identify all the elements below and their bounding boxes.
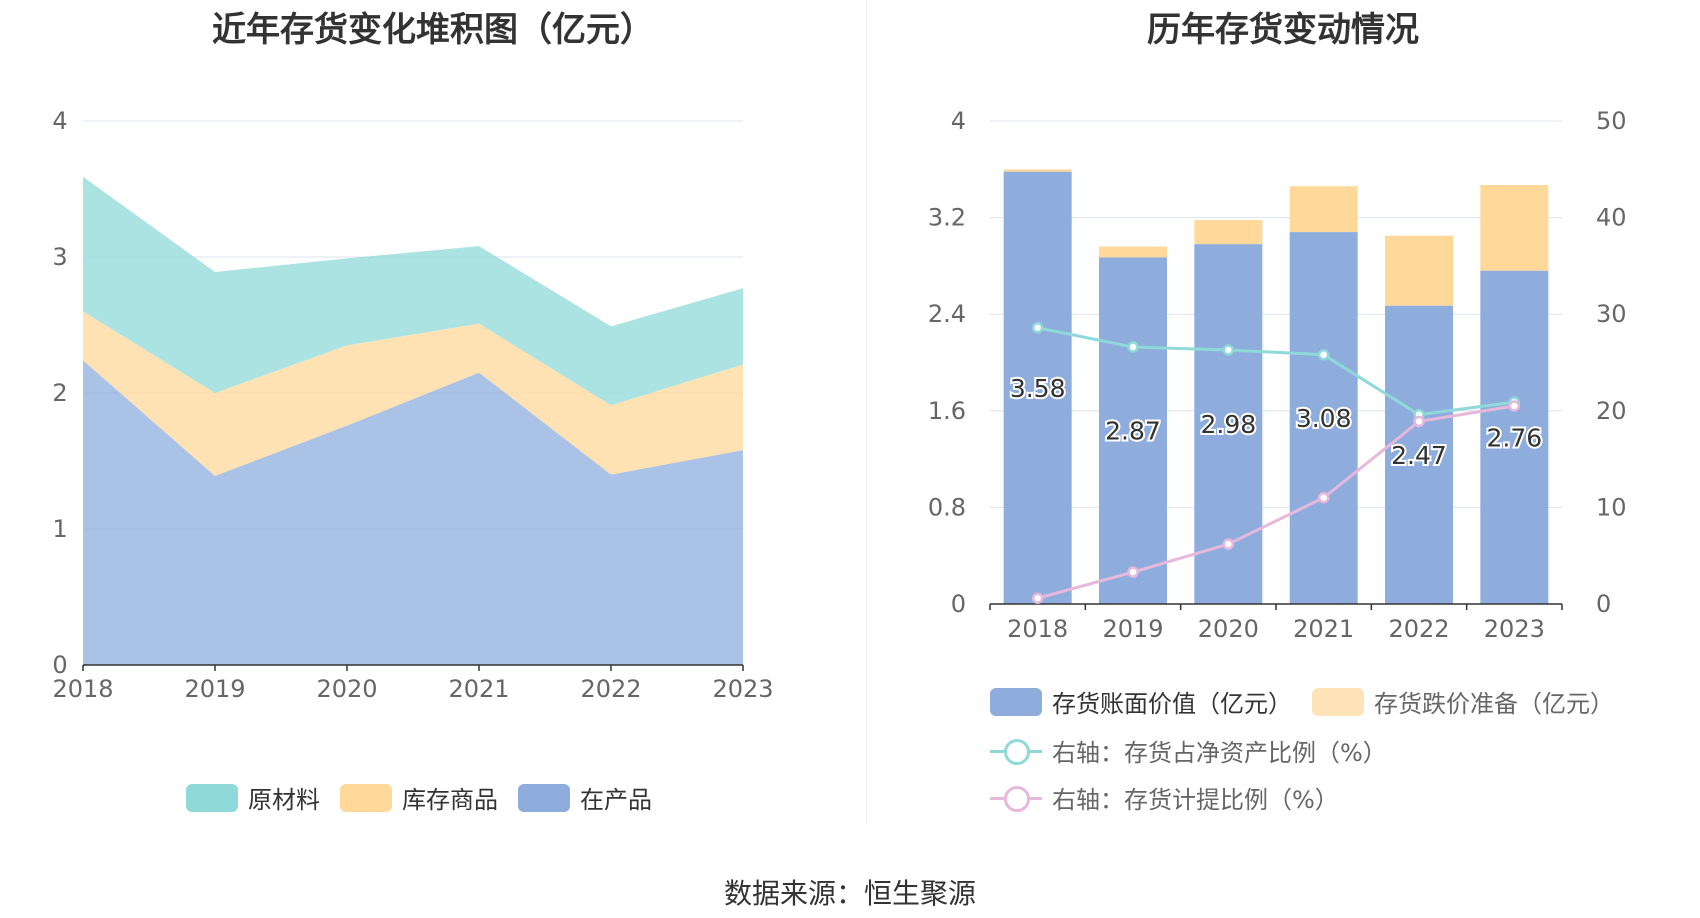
y2-tick-label: 10 (1596, 493, 1627, 521)
legend-item-raw-material[interactable]: 原材料 (186, 780, 320, 815)
right-chart-title: 历年存货变动情况 (1147, 10, 1419, 50)
y-tick-label: 3.2 (928, 204, 966, 232)
legend-label: 右轴：存货占净资产比例（%） (1052, 739, 1387, 767)
y2-tick-label: 30 (1596, 300, 1627, 328)
x-tick-label: 2023 (712, 675, 773, 703)
bar-impairment (1480, 184, 1549, 271)
legend-label: 存货跌价准备（亿元） (1374, 690, 1614, 718)
y-tick-label: 3 (52, 243, 67, 271)
x-tick-label: 2020 (316, 675, 377, 703)
legend-line-swatch (990, 737, 1042, 765)
y-tick-label: 0.8 (928, 493, 966, 521)
legend-item-work-in-progress[interactable]: 在产品 (518, 780, 652, 815)
line-series (1037, 404, 1515, 600)
bar-book-value (1099, 257, 1167, 604)
line-point (1222, 344, 1235, 356)
bar-value-label: 2.87 (1105, 417, 1161, 446)
line-series (1037, 326, 1515, 417)
bar-impairment (1289, 186, 1358, 233)
y2-tick-label: 50 (1596, 107, 1627, 135)
y-tick-label: 4 (951, 107, 966, 135)
bar-impairment (1385, 235, 1453, 306)
legend-item-finished-goods[interactable]: 库存商品 (340, 780, 498, 815)
bar-impairment (1099, 246, 1167, 258)
x-tick-label: 2018 (52, 675, 113, 703)
legend-item-book-value[interactable]: 存货账面价值（亿元） (990, 684, 1292, 719)
bar-book-value (1385, 305, 1453, 604)
data-source: 数据来源：恒生聚源 (723, 877, 976, 910)
line-point (1413, 415, 1425, 428)
y-tick-label: 0 (951, 590, 966, 618)
legend-label: 在产品 (580, 786, 652, 814)
right-legend-row-1: 存货账面价值（亿元） 存货跌价准备（亿元） (990, 684, 1634, 719)
legend-item-net-asset-ratio[interactable]: 右轴：存货占净资产比例（%） (990, 733, 1387, 768)
x-tick-label: 2023 (1484, 615, 1545, 643)
left-area-chart: 0 1 2 3 4 2018 2019 2020 2021 2022 2023 (52, 107, 773, 703)
y2-tick-label: 0 (1596, 590, 1611, 618)
line-point (1031, 592, 1044, 604)
x-tick-label: 2022 (580, 675, 641, 703)
legend-swatch (518, 783, 570, 812)
line-point (1127, 341, 1139, 353)
x-tick-label: 2022 (1388, 615, 1449, 643)
line-point (1222, 538, 1235, 550)
y2-tick-label: 40 (1596, 204, 1627, 232)
legend-swatch (990, 687, 1042, 716)
legend-swatch (186, 783, 238, 812)
legend-item-impairment[interactable]: 存货跌价准备（亿元） (1312, 684, 1614, 719)
area-series (83, 176, 743, 406)
y-tick-label: 0 (52, 651, 67, 679)
bar-value-label: 3.58 (1010, 374, 1066, 403)
x-tick-label: 2021 (1293, 615, 1354, 643)
bar-book-value (1289, 232, 1358, 604)
legend-label: 存货账面价值（亿元） (1052, 690, 1292, 718)
y-tick-label: 1 (52, 515, 67, 543)
y2-tick-label: 20 (1596, 397, 1627, 425)
right-legend-row-2: 右轴：存货占净资产比例（%） (990, 733, 1407, 768)
legend-swatch (340, 783, 392, 812)
bar-value-label: 2.76 (1486, 423, 1542, 452)
y-tick-label: 2.4 (928, 300, 966, 328)
legend-line-swatch (990, 784, 1042, 812)
legend-label: 右轴：存货计提比例（%） (1052, 786, 1339, 814)
line-point (1317, 349, 1330, 361)
bar-value-label: 2.98 (1200, 410, 1256, 439)
bar-book-value (1003, 171, 1072, 604)
left-chart-title: 近年存货变化堆积图（亿元） (212, 10, 654, 50)
line-point (1317, 491, 1330, 504)
x-tick-label: 2018 (1007, 615, 1068, 643)
panel-divider (866, 0, 867, 825)
bar-value-label: 2.47 (1391, 441, 1447, 470)
legend-swatch (1312, 687, 1364, 716)
bar-value-label: 3.08 (1296, 404, 1352, 433)
area-series (83, 311, 743, 476)
right-legend-row-3: 右轴：存货计提比例（%） (990, 780, 1359, 815)
y-tick-label: 4 (52, 107, 67, 135)
x-tick-label: 2019 (184, 675, 245, 703)
line-point (1127, 566, 1139, 578)
legend-label: 库存商品 (402, 786, 498, 814)
legend-item-provision-ratio[interactable]: 右轴：存货计提比例（%） (990, 780, 1339, 815)
bar-book-value (1480, 270, 1549, 604)
y-tick-label: 1.6 (928, 397, 966, 425)
line-point (1508, 400, 1521, 412)
line-point (1031, 321, 1044, 334)
x-tick-label: 2020 (1198, 615, 1259, 643)
bar-impairment (1194, 220, 1263, 245)
x-tick-label: 2021 (448, 675, 509, 703)
left-legend: 原材料 库存商品 在产品 (186, 780, 672, 815)
x-tick-label: 2019 (1102, 615, 1163, 643)
area-series (83, 360, 743, 665)
y-tick-label: 2 (52, 379, 67, 407)
bar-impairment (1003, 169, 1072, 172)
legend-label: 原材料 (248, 786, 320, 814)
